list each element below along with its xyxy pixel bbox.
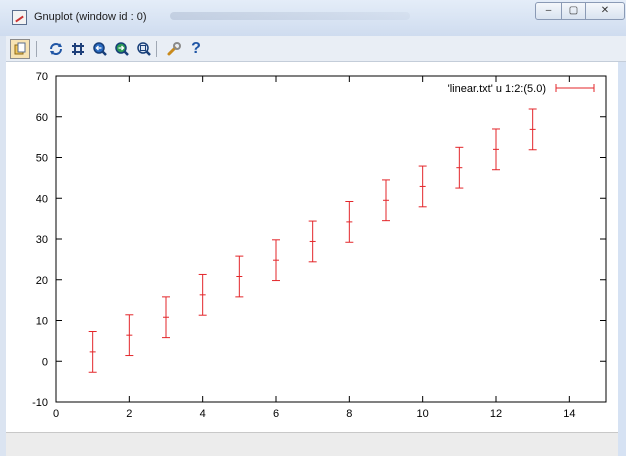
title-bar-blur	[170, 12, 410, 20]
y-tick-label: -10	[32, 397, 48, 409]
close-button[interactable]: ✕	[585, 2, 625, 20]
y-tick-label: 40	[36, 193, 48, 205]
y-tick-label: 30	[36, 234, 48, 246]
title-bar[interactable]: Gnuplot (window id : 0) – ▢ ✕	[0, 0, 626, 36]
x-tick-label: 6	[273, 408, 279, 420]
x-tick-label: 2	[126, 408, 132, 420]
copy-clipboard-icon[interactable]	[10, 39, 30, 59]
zoom-previous-icon[interactable]	[90, 39, 110, 59]
replot-glyph	[50, 43, 62, 55]
data-point	[88, 331, 97, 373]
x-tick-label: 14	[563, 408, 575, 420]
data-point	[198, 273, 207, 316]
minimize-button[interactable]: –	[535, 2, 562, 20]
plot-svg: 0 2 4 6 8 10 12 14 -10 0 10 20 30 40 50 60 70 'linear.tx…	[32, 71, 607, 420]
tick-labels: 0 2 4 6 8 10 12 14 -10 0 10 20 30 40 50 60 70	[32, 71, 575, 420]
data-point	[272, 239, 280, 282]
toolbar-separator	[156, 41, 157, 57]
x-tick-label: 8	[346, 408, 352, 420]
x-tick-label: 12	[490, 408, 502, 420]
data-point	[235, 255, 244, 298]
data-point	[162, 296, 170, 339]
x-tick-label: 0	[53, 408, 59, 420]
data-point	[125, 314, 134, 357]
x-tick-label: 10	[417, 408, 429, 420]
options-wrench-icon[interactable]	[164, 39, 184, 59]
data-marks	[88, 108, 537, 373]
data-point	[308, 220, 317, 263]
data-point	[418, 165, 427, 208]
replot-icon[interactable]	[46, 39, 66, 59]
y-tick-label: 70	[36, 71, 48, 83]
zoom-next-glyph	[115, 42, 129, 56]
y-tick-label: 50	[36, 153, 48, 165]
data-point	[455, 146, 464, 189]
window-title: Gnuplot (window id : 0)	[34, 11, 147, 23]
options-wrench-glyph	[167, 42, 181, 56]
zoom-next-icon[interactable]	[112, 39, 132, 59]
y-tick-label: 10	[36, 316, 48, 328]
grid-icon[interactable]	[68, 39, 88, 59]
y-tick-label: 60	[36, 112, 48, 124]
unzoom-glyph	[137, 42, 151, 56]
data-point	[528, 108, 537, 151]
help-icon[interactable]: ?	[191, 40, 201, 57]
unzoom-icon[interactable]	[134, 39, 154, 59]
legend-label: 'linear.txt' u 1:2:(5.0)	[448, 83, 546, 95]
data-point	[345, 201, 354, 243]
grid-glyph	[72, 43, 84, 55]
window-left-border	[0, 36, 6, 456]
gnuplot-app-icon	[12, 10, 27, 25]
y-tick-label: 0	[42, 356, 48, 368]
plot-frame	[55, 75, 607, 403]
toolbar-separator	[36, 41, 37, 57]
data-point	[492, 128, 500, 171]
plot-axes	[55, 75, 607, 403]
plot-area[interactable]: 0 2 4 6 8 10 12 14 -10 0 10 20 30 40 50 60 70 'linear.tx…	[6, 62, 618, 432]
copy-clipboard-glyph	[14, 42, 26, 55]
legend: 'linear.txt' u 1:2:(5.0)	[448, 83, 595, 95]
y-tick-label: 20	[36, 275, 48, 287]
x-tick-label: 4	[200, 408, 206, 420]
zoom-previous-glyph	[93, 42, 107, 56]
maximize-button[interactable]: ▢	[561, 2, 586, 20]
status-bar	[6, 432, 618, 456]
toolbar: ?	[6, 36, 626, 62]
data-point	[382, 179, 390, 222]
